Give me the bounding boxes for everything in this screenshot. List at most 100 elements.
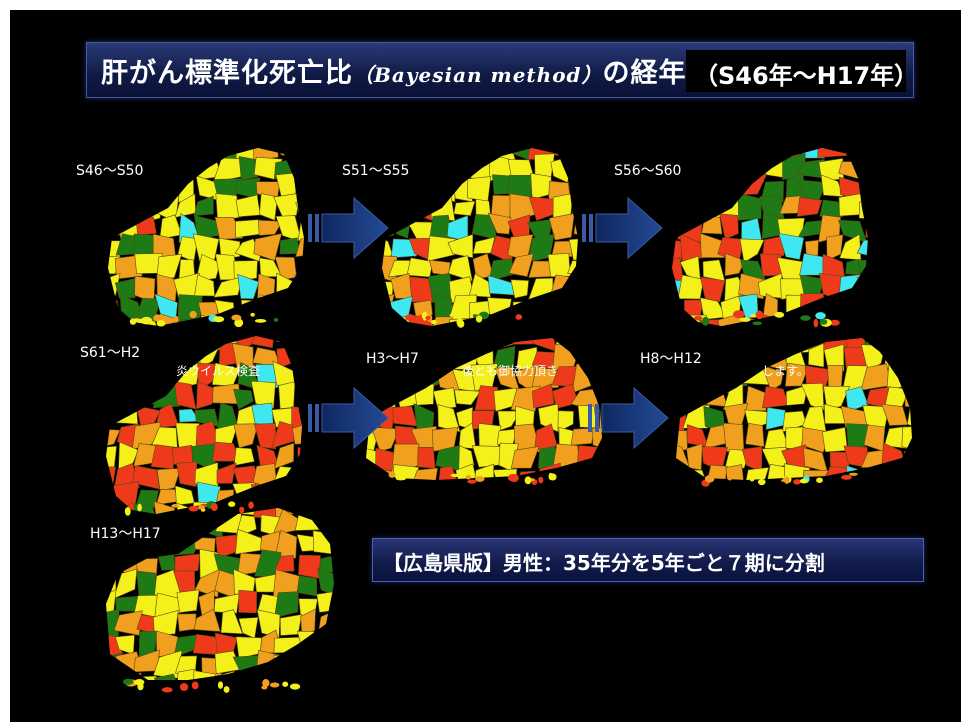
municipality-region [253, 148, 279, 161]
municipality-region [317, 610, 334, 638]
municipality-region [274, 529, 298, 559]
municipality-region [382, 173, 391, 197]
island [849, 472, 858, 476]
municipality-region [132, 675, 162, 680]
municipality-region [761, 293, 778, 324]
island [799, 478, 808, 484]
municipality-region [215, 193, 242, 222]
municipality-region [781, 313, 802, 326]
municipality-region [437, 404, 461, 433]
municipality-region [864, 466, 889, 480]
municipality-region [819, 199, 844, 218]
municipality-region [432, 338, 459, 353]
municipality-region [704, 338, 731, 353]
municipality-region [569, 148, 578, 163]
municipality-region [388, 148, 417, 156]
municipality-region [366, 467, 376, 480]
municipality-region [134, 508, 162, 517]
municipality-region [413, 299, 433, 321]
island [282, 681, 289, 687]
municipality-region [272, 336, 300, 342]
municipality-region [235, 528, 262, 555]
choropleth-map-period-1 [108, 148, 304, 328]
municipality-region [390, 238, 418, 259]
municipality-region [113, 508, 135, 516]
municipality-region [273, 192, 301, 218]
municipality-region [153, 534, 179, 554]
municipality-region [194, 508, 221, 518]
municipality-region [907, 345, 912, 366]
municipality-region [859, 178, 868, 203]
municipality-region [508, 253, 534, 277]
period-label-5: H3〜H7 [366, 351, 419, 367]
municipality-region [193, 608, 221, 632]
municipality-region [292, 421, 302, 445]
municipality-region [497, 410, 522, 431]
municipality-region [672, 215, 682, 236]
island [269, 682, 280, 688]
municipality-region [763, 155, 785, 178]
municipality-region [293, 292, 304, 316]
municipality-region [724, 252, 746, 277]
municipality-region [783, 463, 810, 480]
municipality-region [844, 293, 863, 323]
municipality-region [106, 549, 116, 575]
island [752, 321, 763, 326]
municipality-region [294, 172, 304, 199]
island [405, 314, 414, 321]
municipality-region [740, 148, 766, 160]
municipality-region [487, 314, 516, 326]
municipality-region [106, 400, 119, 428]
municipality-region [220, 609, 244, 635]
municipality-region [156, 336, 178, 348]
municipality-region [672, 158, 682, 182]
overlay-fragment-3: します。 [762, 364, 809, 378]
municipality-region [672, 173, 683, 202]
municipality-region [453, 200, 476, 217]
island [815, 312, 826, 320]
island [449, 312, 459, 318]
municipality-region [472, 463, 495, 480]
municipality-region [573, 316, 578, 326]
municipality-region [672, 297, 685, 321]
municipality-region [568, 294, 578, 323]
municipality-region [457, 338, 477, 352]
island [739, 317, 751, 322]
municipality-region [745, 422, 765, 448]
municipality-region [136, 570, 157, 596]
island [757, 478, 766, 486]
municipality-region [257, 273, 276, 303]
municipality-region [799, 253, 826, 276]
municipality-region [272, 296, 303, 322]
island [755, 310, 764, 320]
municipality-region [567, 176, 578, 194]
municipality-region [698, 173, 721, 199]
municipality-region [118, 193, 138, 222]
municipality-region [293, 508, 319, 515]
municipality-region [141, 510, 157, 540]
municipality-region [407, 195, 435, 221]
municipality-region [382, 317, 392, 326]
municipality-region [297, 214, 304, 241]
municipality-region [765, 407, 786, 431]
municipality-region [413, 338, 436, 346]
municipality-region [860, 152, 868, 183]
municipality-region [113, 172, 141, 202]
municipality-region [218, 237, 241, 261]
municipality-region [159, 508, 183, 517]
municipality-region [219, 508, 242, 515]
municipality-region [389, 155, 418, 179]
period-label-7: H13〜H17 [90, 526, 161, 542]
municipality-region [238, 671, 257, 680]
municipality-region [700, 276, 726, 303]
right-arrow-icon [308, 196, 389, 260]
municipality-region [108, 173, 118, 198]
island [841, 474, 852, 480]
municipality-region [271, 466, 301, 488]
caption-box: 【広島県版】男性：35年分を5年ごと７期に分割 [372, 538, 924, 582]
island [188, 505, 199, 512]
municipality-region [294, 510, 323, 531]
municipality-region [300, 253, 304, 284]
municipality-region [293, 148, 304, 162]
island [749, 473, 755, 482]
